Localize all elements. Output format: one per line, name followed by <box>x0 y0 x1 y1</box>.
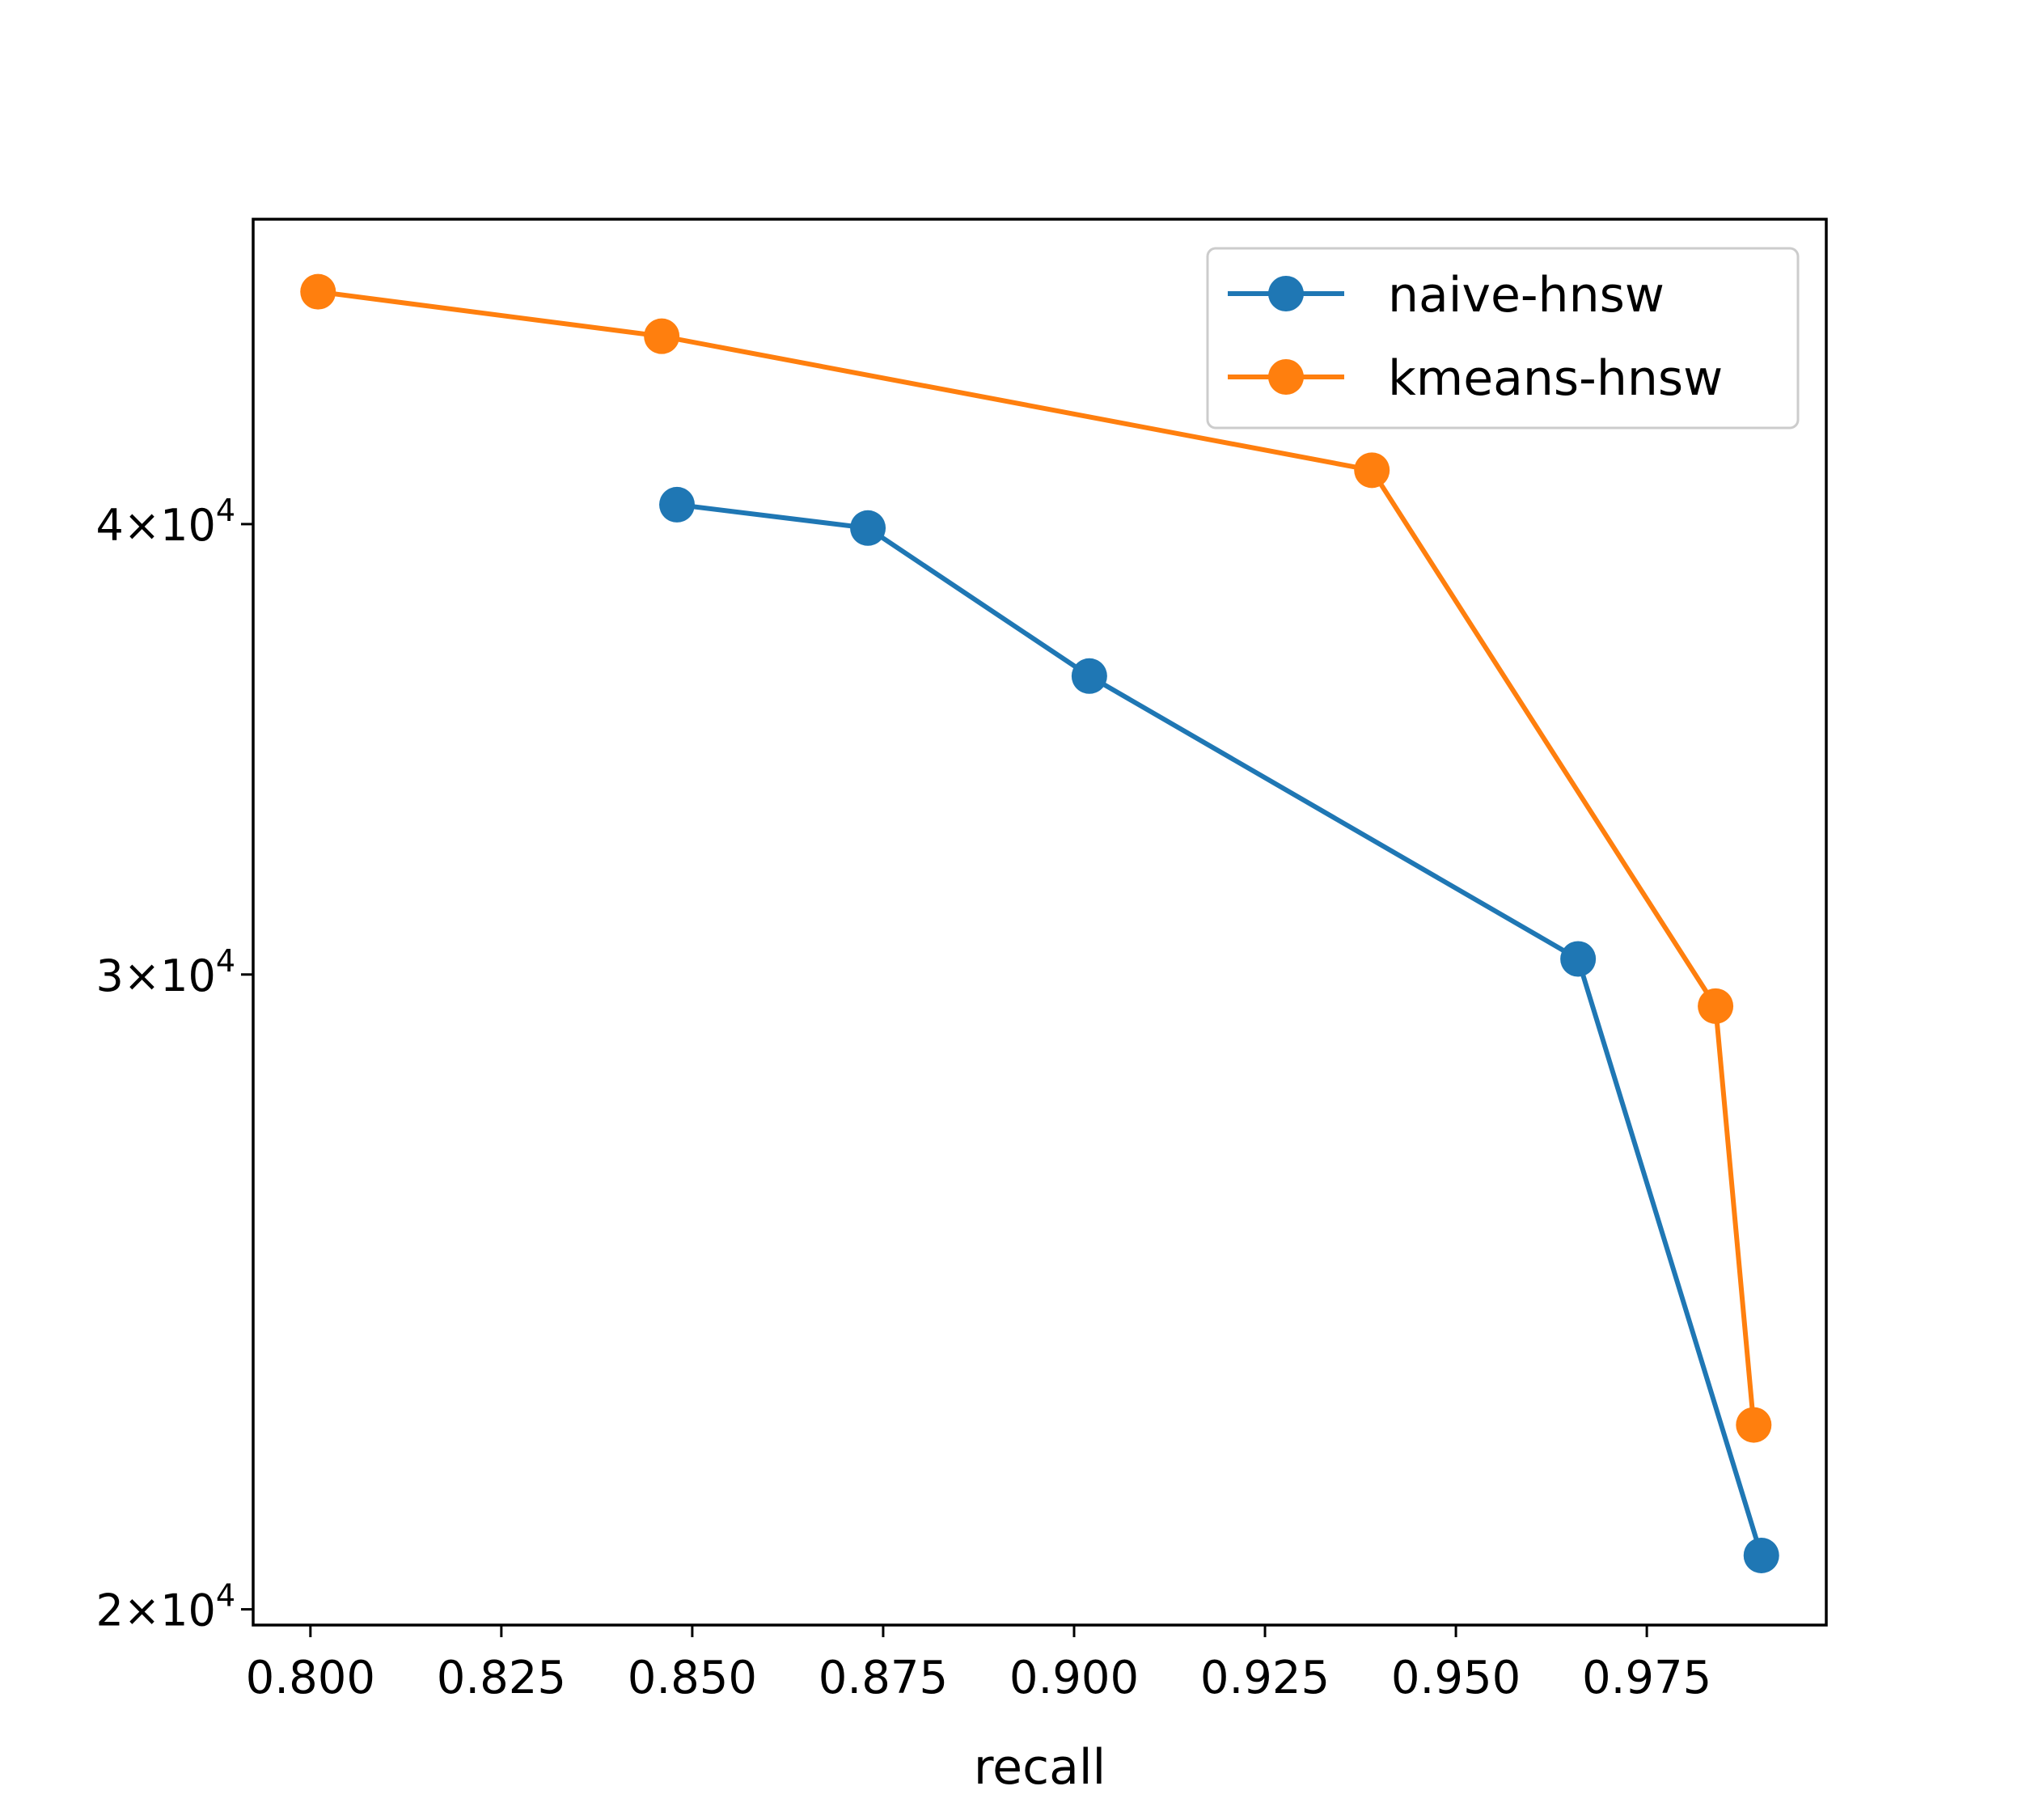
legend-frame <box>1206 247 1800 430</box>
x-tick-label: 0.900 <box>1009 1652 1139 1704</box>
y-tick-label: 3×104 <box>95 943 235 1001</box>
data-point-naive-hnsw <box>1743 1537 1779 1573</box>
x-tick-label: 0.825 <box>437 1652 566 1704</box>
x-tick-label: 0.800 <box>246 1652 375 1704</box>
x-axis-label: recall <box>974 1739 1106 1796</box>
plot-area-frame <box>252 218 1828 1627</box>
x-tick-label: 0.850 <box>628 1652 757 1704</box>
data-point-kmeans-hnsw <box>300 273 336 310</box>
data-point-naive-hnsw <box>1071 658 1107 694</box>
y-tick-label: 2×104 <box>95 1578 235 1636</box>
legend-marker-naive-hnsw <box>1268 276 1304 311</box>
y-tick-label: 4×104 <box>95 493 235 551</box>
legend: naive-hnsw kmeans-hnsw <box>1206 247 1800 430</box>
data-point-naive-hnsw <box>659 486 696 523</box>
data-point-kmeans-hnsw <box>1698 988 1734 1024</box>
x-tick-label: 0.950 <box>1391 1652 1521 1704</box>
data-point-kmeans-hnsw <box>1736 1407 1772 1443</box>
data-point-kmeans-hnsw <box>644 318 680 354</box>
legend-label-naive-hnsw: naive-hnsw <box>1388 267 1665 324</box>
legend-label-kmeans-hnsw: kmeans-hnsw <box>1388 350 1723 407</box>
plot-series <box>300 273 1779 1573</box>
legend-marker-kmeans-hnsw <box>1268 359 1304 395</box>
data-point-naive-hnsw <box>1560 941 1597 977</box>
data-point-kmeans-hnsw <box>1354 452 1390 489</box>
axis-ticks: 0.800 0.825 0.850 0.875 0.900 0.925 0.950 0.975… <box>95 493 1711 1704</box>
x-tick-label: 0.925 <box>1200 1652 1330 1704</box>
data-point-naive-hnsw <box>850 510 886 546</box>
x-tick-label: 0.975 <box>1582 1652 1711 1704</box>
x-tick-label: 0.875 <box>819 1652 948 1704</box>
